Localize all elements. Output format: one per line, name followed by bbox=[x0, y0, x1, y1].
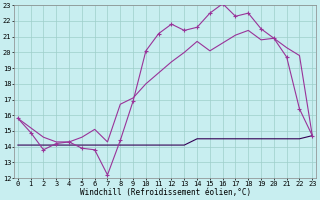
X-axis label: Windchill (Refroidissement éolien,°C): Windchill (Refroidissement éolien,°C) bbox=[80, 188, 251, 197]
